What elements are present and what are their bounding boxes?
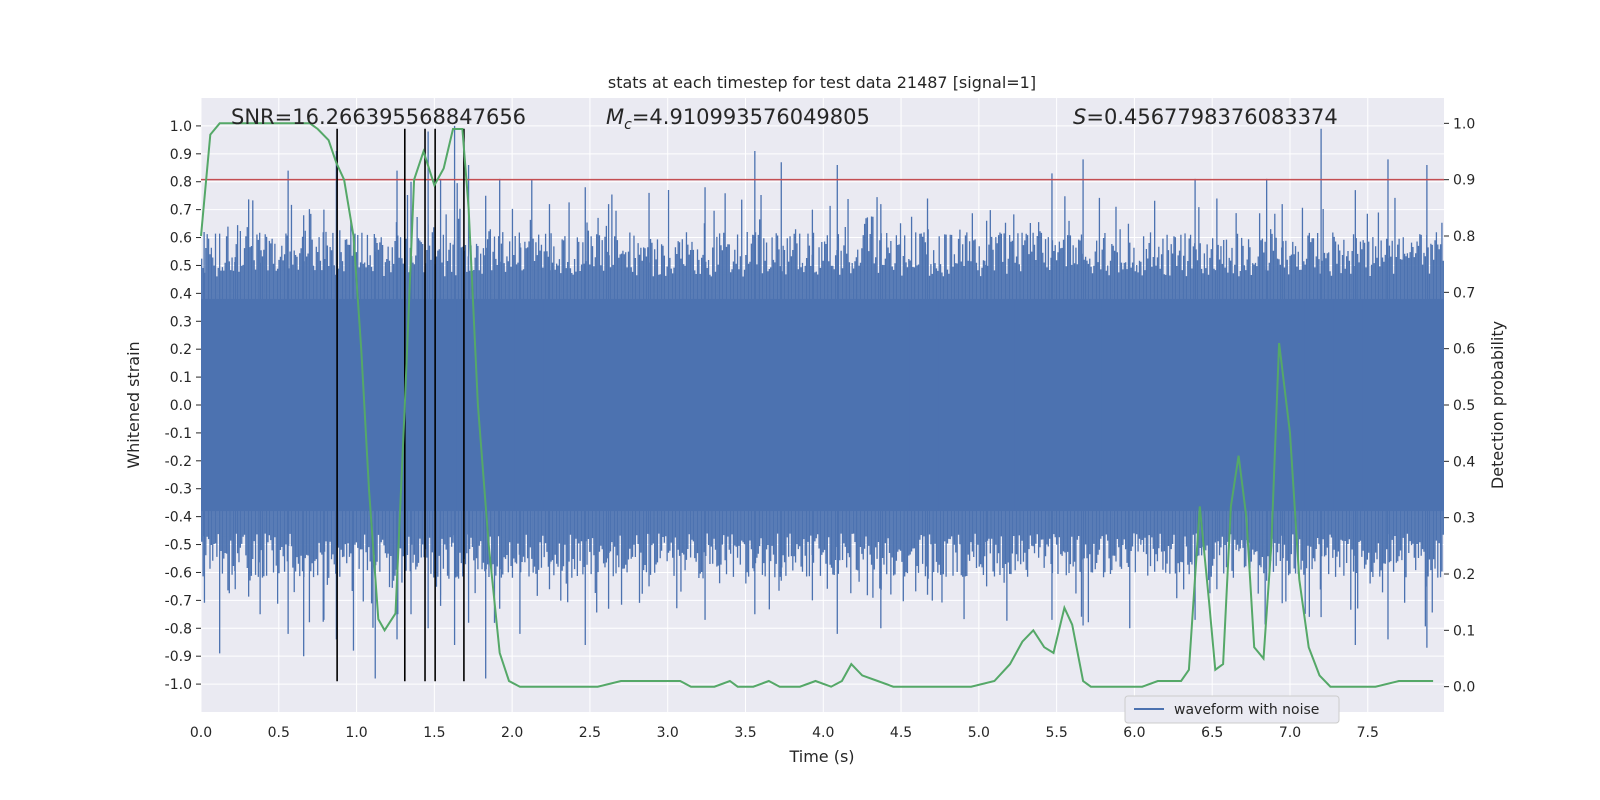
x-tick-label: 6.0 [1123,725,1145,741]
x-tick-label: 7.5 [1357,725,1379,741]
y2-axis-label: Detection probability [1488,321,1507,489]
y-tick-label: 0.7 [170,203,192,219]
probability-series [200,122,1434,688]
x-tick-labels: 0.0 0.5 1.0 1.5 2.0 2.5 3.0 3.5 4.0 4.5 5.0 5.5 6.0 6… [190,725,1379,741]
y2-tick-label: 0.7 [1453,285,1475,301]
y-tick-label: 0.3 [170,314,192,330]
y-tick-label: -0.9 [165,649,192,665]
x-tick-label: 5.5 [1045,725,1067,741]
y2-tick-label: 0.8 [1453,229,1475,245]
y-tick-label: -0.8 [165,621,192,637]
snr-annotation: SNR=16.266395568847656 [231,105,526,129]
y-tick-label: 0.1 [170,370,192,386]
x-tick-label: 6.5 [1201,725,1223,741]
x-tick-label: 3.0 [657,725,679,741]
y-tick-label: -0.4 [165,510,192,526]
y-tick-label: 0.5 [170,258,192,274]
y-tick-label: 0.2 [170,342,192,358]
y-tick-label: -0.2 [165,454,192,470]
y-tick-labels: 1.0 0.9 0.8 0.7 0.6 0.5 0.4 0.3 0.2 0.1 0.0 -0.1 -0.… [165,119,201,693]
y2-tick-label: 0.5 [1453,398,1475,414]
chart-title: stats at each timestep for test data 214… [608,73,1036,92]
y-tick-label: -0.5 [165,538,192,554]
legend: waveform with noise [1124,695,1340,724]
y-tick-label: 0.9 [170,147,192,163]
x-axis-label: Time (s) [788,747,854,766]
legend-label-waveform: waveform with noise [1174,702,1319,718]
y-tick-label: -0.6 [165,565,192,581]
y-tick-label: -0.3 [165,482,192,498]
chirp-mass-symbol: M [606,105,624,129]
legend-box [1124,695,1340,724]
y2-tick-label: 0.9 [1453,173,1475,189]
y-tick-label: 0.0 [170,398,192,414]
y2-tick-label: 0.4 [1453,454,1475,470]
waveform-spikes [201,125,1444,679]
waveform-core [201,298,1444,512]
y2-tick-label: 0.6 [1453,342,1475,358]
x-tick-label: 1.0 [345,725,367,741]
chirp-mass-subscript: c [624,117,632,133]
s-symbol: S [1073,105,1086,129]
y2-tick-label: 0.0 [1453,680,1475,696]
s-value: =0.4567798376083374 [1086,105,1337,129]
chirp-mass-value: =4.910993576049805 [632,105,870,129]
s-annotation: S=0.4567798376083374 [1073,105,1338,129]
y-tick-label: 0.4 [170,286,192,302]
y-tick-label: 0.8 [170,175,192,191]
x-tick-label: 2.5 [579,725,601,741]
x-tick-label: 0.5 [268,725,290,741]
x-tick-label: 4.5 [890,725,912,741]
y-tick-label: -0.7 [165,593,192,609]
detection-probability-line [200,122,1434,688]
x-tick-label: 2.0 [501,725,523,741]
x-tick-label: 7.0 [1279,725,1301,741]
y2-tick-label: 0.2 [1453,567,1475,583]
x-tick-label: 5.0 [968,725,990,741]
y-tick-label: -0.1 [165,426,192,442]
y2-tick-label: 0.1 [1453,623,1475,639]
x-tick-label: 1.5 [423,725,445,741]
y-tick-label: 0.6 [170,231,192,247]
y-axis-label: Whitened strain [124,341,143,468]
vertical-markers [336,128,465,682]
y-tick-label: 1.0 [170,119,192,135]
y2-tick-labels: 1.0 0.9 0.8 0.7 0.6 0.5 0.4 0.3 0.2 0.1 0.0 [1444,116,1475,696]
x-tick-label: 3.5 [734,725,756,741]
x-tick-label: 4.0 [812,725,834,741]
y2-tick-label: 0.3 [1453,511,1475,527]
chirp-mass-annotation: Mc=4.910993576049805 [606,105,870,133]
y-tick-label: -1.0 [165,677,192,693]
x-tick-label: 0.0 [190,725,212,741]
y2-tick-label: 1.0 [1453,116,1475,132]
